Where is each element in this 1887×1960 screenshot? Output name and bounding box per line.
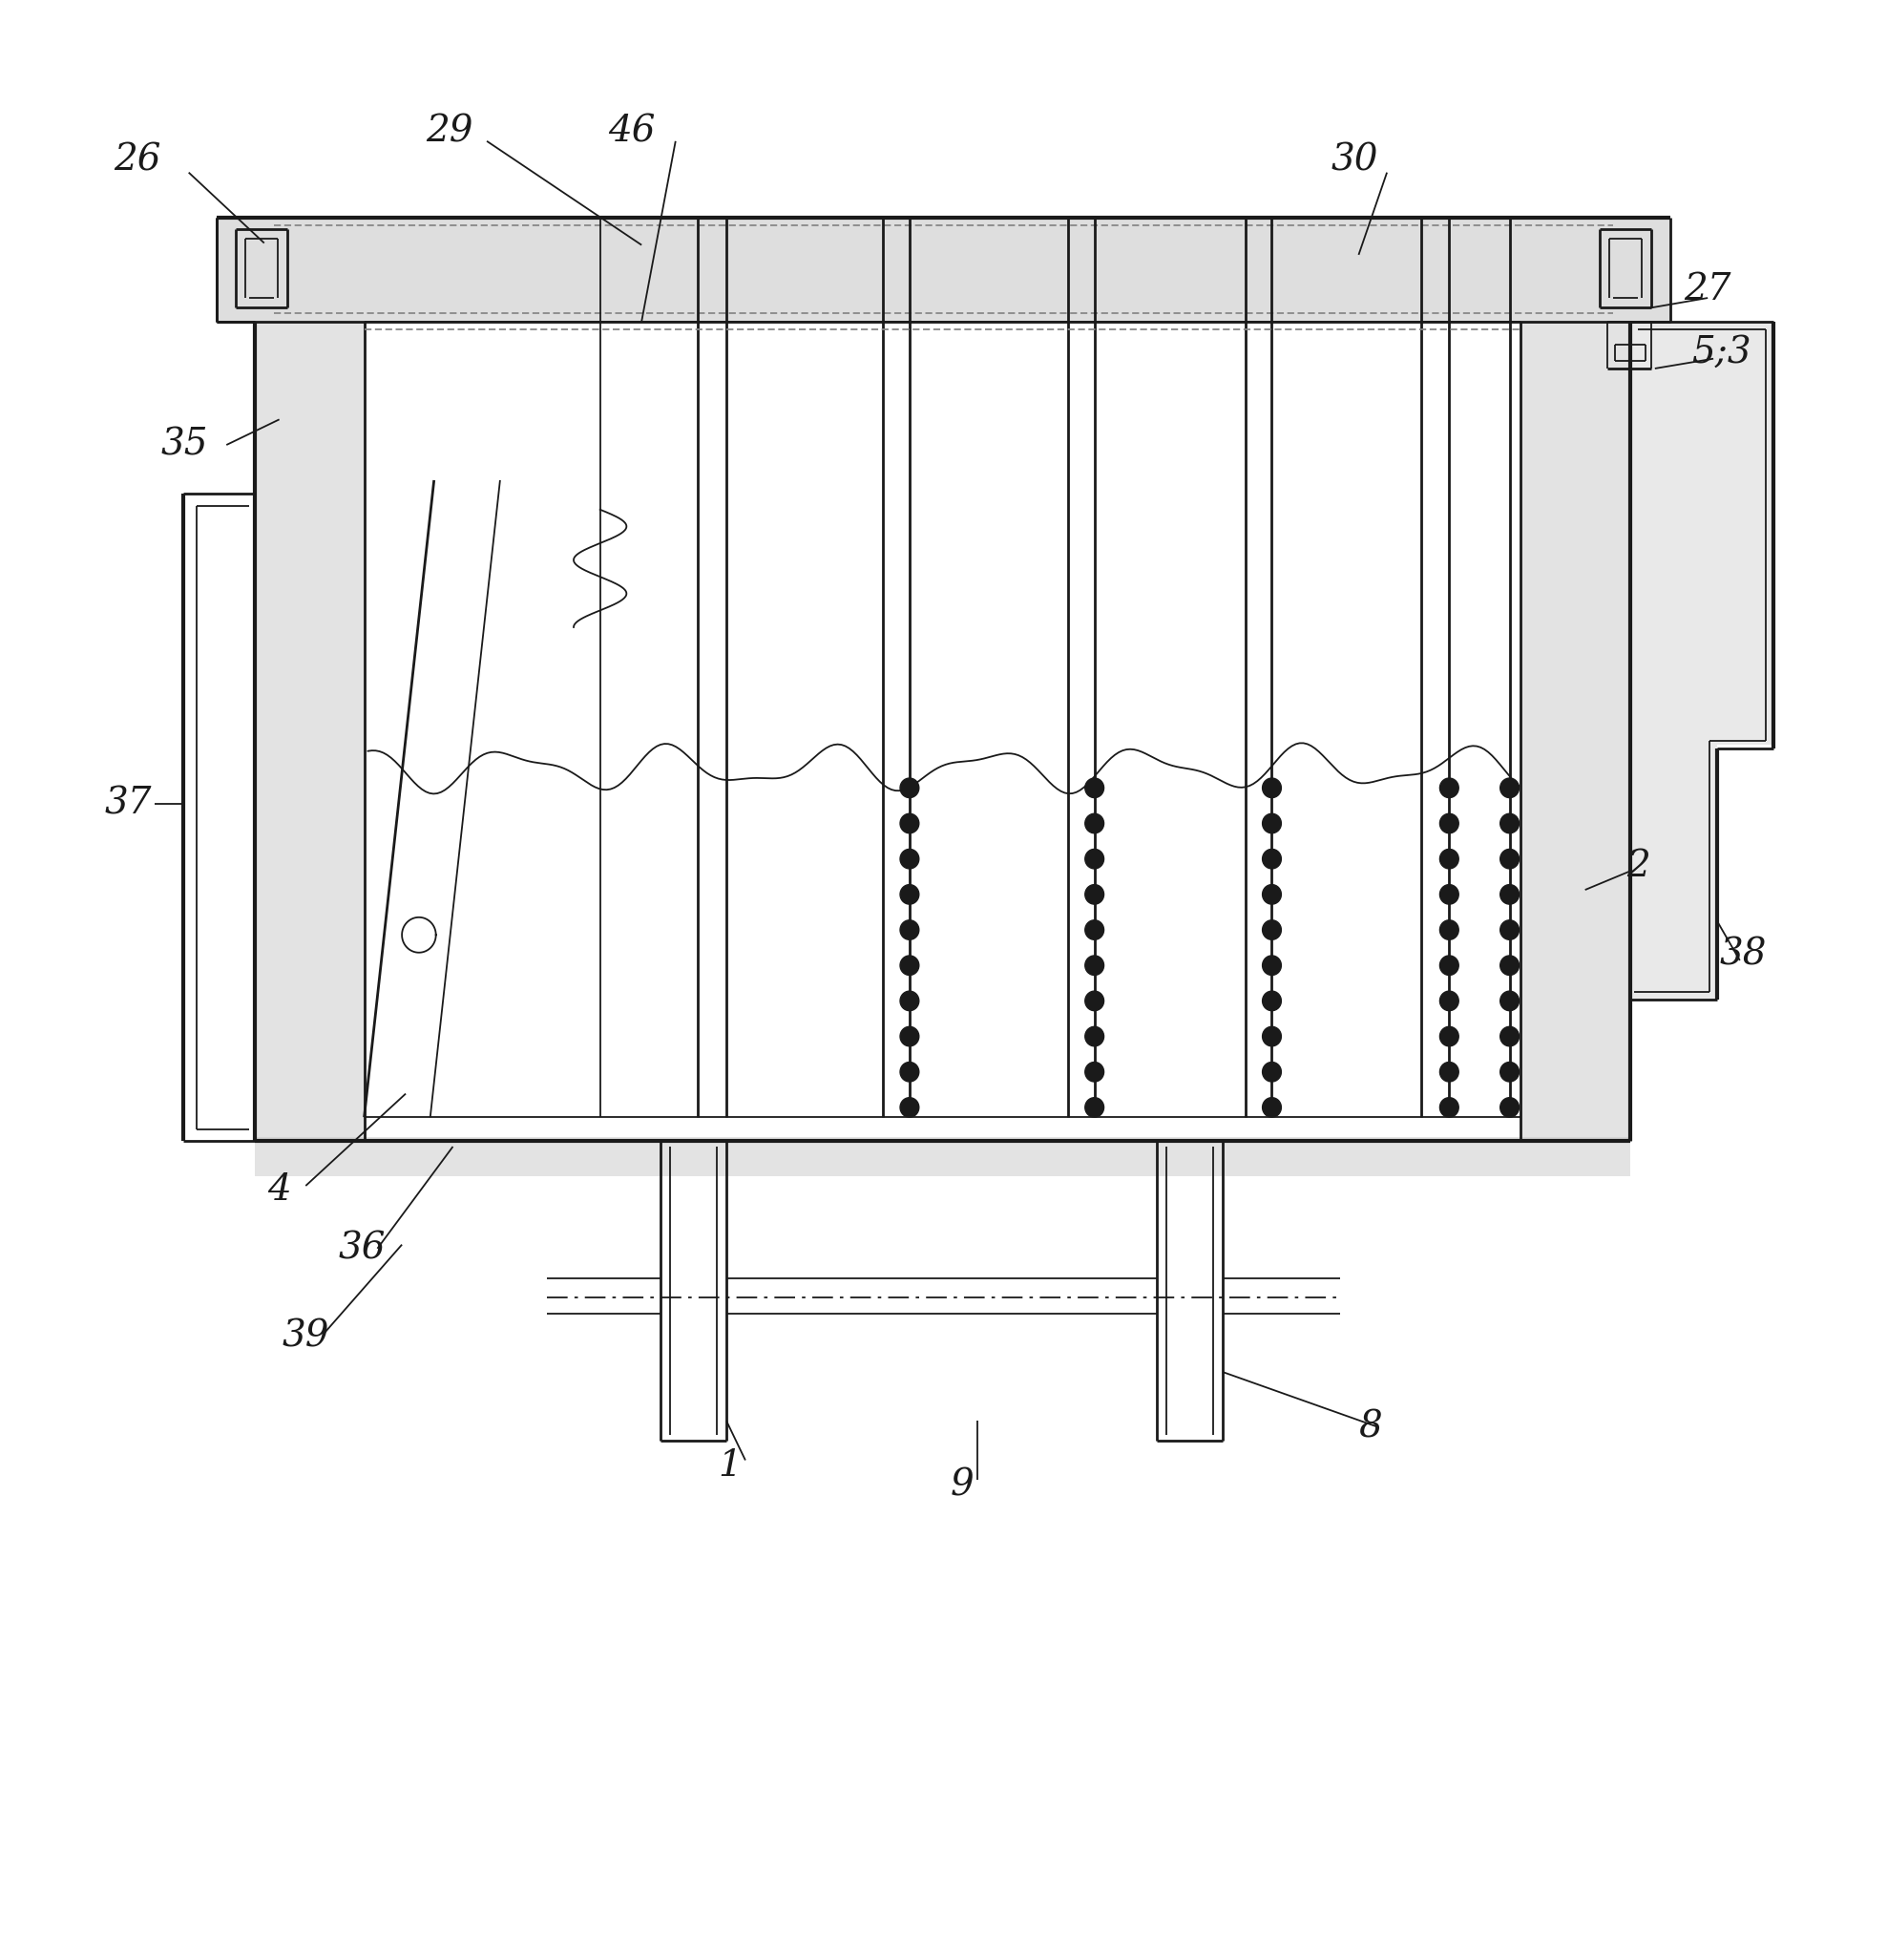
Circle shape — [900, 992, 919, 1011]
Circle shape — [1440, 778, 1459, 798]
Text: 8: 8 — [1359, 1409, 1381, 1445]
Circle shape — [1085, 849, 1104, 868]
Circle shape — [1440, 992, 1459, 1011]
Circle shape — [1500, 992, 1519, 1011]
Circle shape — [1085, 884, 1104, 904]
Circle shape — [1440, 1027, 1459, 1047]
Text: 38: 38 — [1719, 937, 1768, 972]
Circle shape — [900, 849, 919, 868]
Bar — [1521, 321, 1630, 1141]
Circle shape — [1262, 956, 1281, 976]
Circle shape — [1085, 778, 1104, 798]
Circle shape — [1500, 849, 1519, 868]
Circle shape — [900, 1027, 919, 1047]
Circle shape — [900, 884, 919, 904]
Circle shape — [1085, 919, 1104, 939]
Text: 9: 9 — [951, 1468, 974, 1503]
Circle shape — [1262, 778, 1281, 798]
Circle shape — [1500, 1062, 1519, 1082]
Circle shape — [1262, 813, 1281, 833]
Text: 2: 2 — [1627, 849, 1649, 884]
Circle shape — [1500, 813, 1519, 833]
Text: 4: 4 — [268, 1172, 291, 1207]
Circle shape — [900, 919, 919, 939]
Circle shape — [1262, 1062, 1281, 1082]
Circle shape — [1262, 919, 1281, 939]
Circle shape — [900, 956, 919, 976]
Circle shape — [1500, 919, 1519, 939]
Circle shape — [1500, 884, 1519, 904]
Circle shape — [1440, 849, 1459, 868]
Circle shape — [1500, 956, 1519, 976]
Text: 30: 30 — [1330, 143, 1379, 178]
Circle shape — [1262, 1098, 1281, 1117]
Text: 26: 26 — [113, 143, 162, 178]
Bar — [255, 321, 364, 1141]
Circle shape — [1262, 849, 1281, 868]
Bar — [217, 218, 1670, 321]
Circle shape — [1085, 1027, 1104, 1047]
Text: 46: 46 — [608, 114, 657, 149]
Circle shape — [1262, 992, 1281, 1011]
Circle shape — [1440, 884, 1459, 904]
Text: 37: 37 — [104, 786, 153, 821]
Circle shape — [1085, 1098, 1104, 1117]
Circle shape — [1500, 1027, 1519, 1047]
Circle shape — [1440, 956, 1459, 976]
Text: 36: 36 — [338, 1231, 387, 1266]
Circle shape — [1085, 956, 1104, 976]
Circle shape — [1440, 919, 1459, 939]
Circle shape — [1440, 813, 1459, 833]
Bar — [255, 1137, 1630, 1176]
Circle shape — [1085, 992, 1104, 1011]
Text: 5;3: 5;3 — [1691, 335, 1751, 370]
Circle shape — [900, 1098, 919, 1117]
Text: 27: 27 — [1683, 272, 1732, 308]
Circle shape — [900, 813, 919, 833]
Circle shape — [1262, 1027, 1281, 1047]
Circle shape — [900, 778, 919, 798]
Circle shape — [1500, 1098, 1519, 1117]
Circle shape — [900, 1062, 919, 1082]
Circle shape — [1262, 884, 1281, 904]
Circle shape — [1440, 1098, 1459, 1117]
Circle shape — [1500, 778, 1519, 798]
Text: 29: 29 — [425, 114, 474, 149]
Text: 1: 1 — [719, 1448, 742, 1484]
Text: 39: 39 — [281, 1319, 330, 1354]
Text: 35: 35 — [160, 427, 209, 463]
Circle shape — [1440, 1062, 1459, 1082]
Polygon shape — [1630, 321, 1774, 1000]
Circle shape — [1085, 813, 1104, 833]
Circle shape — [1085, 1062, 1104, 1082]
